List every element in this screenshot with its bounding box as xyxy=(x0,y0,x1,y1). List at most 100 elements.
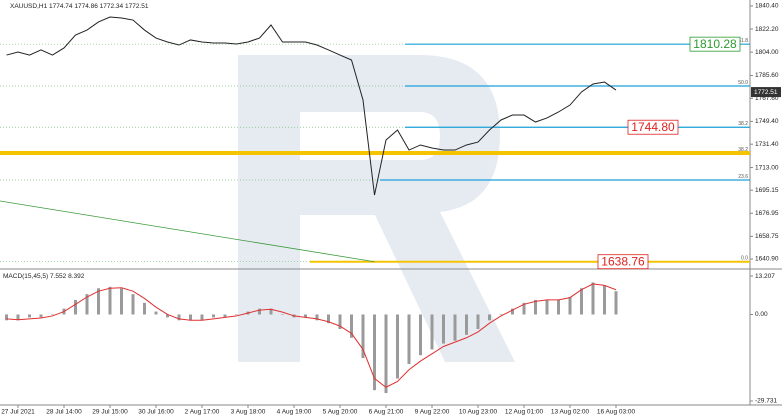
x-tick-label: 12 Aug 01:00 xyxy=(505,409,544,416)
macd-bar xyxy=(350,314,353,338)
x-tick-label: 4 Aug 19:00 xyxy=(277,409,312,416)
macd-bar xyxy=(511,308,514,315)
price-label-box xyxy=(689,36,741,52)
price-label: 1744.80 xyxy=(631,120,675,134)
y-tick-label: -29.731 xyxy=(755,398,777,405)
macd-bar xyxy=(131,294,135,315)
macd-signal: 8.392 xyxy=(68,273,85,280)
macd-bar xyxy=(338,314,342,330)
macd-bar xyxy=(28,314,31,318)
macd-bar xyxy=(74,299,77,315)
macd-bar xyxy=(568,297,572,315)
fib-level-label: 50.0 xyxy=(738,80,748,86)
header: XAUUSD,H1 1774.74 1774.86 1772.34 1772.5… xyxy=(10,3,149,10)
macd-bar xyxy=(534,299,537,315)
y-tick-label: 1658.75 xyxy=(755,233,779,240)
macd-bar xyxy=(488,314,491,321)
price-line xyxy=(6,16,617,196)
macd-header: MACD(15,45,5) 7.552 8.392 xyxy=(3,273,85,280)
macd-bar xyxy=(591,282,595,315)
y-tick-label: 1804.00 xyxy=(755,49,779,56)
macd-bar xyxy=(465,314,468,335)
macd-title: MACD(15,45,5) xyxy=(3,273,48,280)
x-tick-label: 27 Jul 2021 xyxy=(1,409,35,416)
trend-line xyxy=(0,200,375,263)
macd-bar xyxy=(258,308,261,315)
macd-bar xyxy=(5,314,8,321)
macd-bar xyxy=(16,314,20,321)
y-tick-label: 13.207 xyxy=(755,273,775,280)
macd-bar xyxy=(557,299,560,315)
macd-bar xyxy=(327,314,330,324)
macd-bar xyxy=(166,314,169,318)
macd-bar xyxy=(614,291,618,315)
macd-bar xyxy=(499,314,503,315)
macd-bar xyxy=(545,299,549,315)
y-tick-label: 1695.15 xyxy=(755,187,779,194)
price-label-box xyxy=(627,119,679,135)
x-tick-label: 3 Aug 18:00 xyxy=(231,409,266,416)
macd-bar xyxy=(235,314,238,315)
macd-bar xyxy=(97,288,100,315)
signal-line xyxy=(6,283,617,388)
macd-bar xyxy=(85,294,89,315)
watermark xyxy=(238,55,515,362)
macd-bar xyxy=(143,302,146,315)
x-tick-label: 13 Aug 02:00 xyxy=(551,409,590,416)
fib-level-label: 0.0 xyxy=(741,256,748,262)
current-price: 1772.51 xyxy=(754,89,778,96)
macd-bar xyxy=(407,314,411,364)
y-tick-label: 1785.60 xyxy=(755,72,779,79)
fib-level-label: 38.2 xyxy=(738,121,748,127)
y-tick-label: 1713.00 xyxy=(755,164,779,171)
y-tick-label: 1676.95 xyxy=(755,210,779,217)
y-tick-label: 1840.40 xyxy=(755,3,779,10)
macd-bar xyxy=(315,314,319,321)
macd-bar xyxy=(304,314,307,318)
macd-bar xyxy=(189,314,192,321)
y-tick-label: 1731.40 xyxy=(755,141,779,148)
macd-bar xyxy=(200,314,204,321)
x-tick-label: 30 Jul 16:00 xyxy=(138,409,174,416)
macd-bar xyxy=(361,314,365,359)
y-tick-label: 1822.20 xyxy=(755,26,779,33)
x-tick-label: 5 Aug 20:00 xyxy=(323,409,358,416)
macd-main: 7.552 xyxy=(50,273,67,280)
macd-bar xyxy=(419,314,422,356)
x-tick-label: 2 Aug 17:00 xyxy=(185,409,220,416)
y-tick-label: 0.00 xyxy=(755,311,768,318)
macd-bar xyxy=(580,288,583,315)
macd-bar xyxy=(603,285,606,315)
high: 1774.86 xyxy=(74,3,98,10)
close: 1772.51 xyxy=(125,3,149,10)
macd-bar xyxy=(476,314,480,330)
macd-bar xyxy=(453,314,457,341)
macd-bar xyxy=(269,308,273,315)
macd-bar xyxy=(396,314,399,379)
fib-level-label: 23.6 xyxy=(738,174,748,180)
y-tick-label: 1749.40 xyxy=(755,118,779,125)
y-tick-label: 1640.90 xyxy=(755,256,779,263)
low: 1772.34 xyxy=(100,3,124,10)
x-tick-label: 9 Aug 22:00 xyxy=(415,409,450,416)
macd-bar xyxy=(120,288,123,315)
symbol: XAUUSD,H1 xyxy=(10,3,48,10)
y-tick-label: 1767.60 xyxy=(755,95,779,102)
price-label: 1638.76 xyxy=(601,254,645,268)
price-label-box xyxy=(597,254,649,270)
fib-level-label: 38.2 xyxy=(738,147,748,153)
macd-bar xyxy=(281,314,284,315)
fib-level-label: 61.8 xyxy=(738,38,748,44)
price-label: 1810.28 xyxy=(693,37,737,51)
open: 1774.74 xyxy=(49,3,73,10)
macd-bar xyxy=(177,314,181,321)
x-tick-label: 29 Jul 15:00 xyxy=(92,409,128,416)
macd-bar xyxy=(442,314,445,344)
current-price-box xyxy=(751,87,781,98)
x-tick-label: 16 Aug 03:00 xyxy=(597,409,636,416)
macd-bar xyxy=(51,314,54,315)
macd-bar xyxy=(212,314,215,318)
macd-bar xyxy=(522,302,526,315)
x-tick-label: 6 Aug 21:00 xyxy=(369,409,404,416)
macd-bar xyxy=(373,314,376,391)
